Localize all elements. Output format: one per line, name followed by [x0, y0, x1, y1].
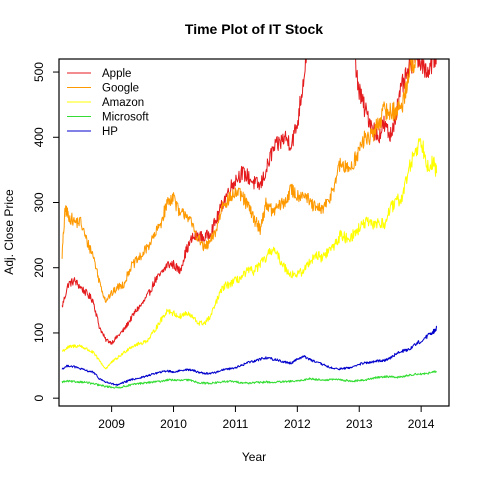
legend-label-microsoft: Microsoft	[102, 112, 149, 124]
y-tick-label-0: 0	[32, 395, 46, 402]
series-line-microsoft	[61, 370, 438, 389]
y-tick-label-500: 500	[32, 62, 46, 82]
x-tick-label-2012: 2012	[284, 417, 311, 431]
series-line-hp	[61, 325, 438, 386]
y-tick-label-400: 400	[32, 127, 46, 147]
x-tick-label-2011: 2011	[223, 417, 249, 431]
series-line-google	[61, 59, 416, 303]
x-axis: 2009 2010 2011 2012 2013 2014	[98, 406, 435, 431]
series-line-apple	[61, 59, 437, 345]
legend-label-apple: Apple	[102, 68, 131, 80]
legend: Apple Google Amazon Microsoft HP	[67, 68, 149, 138]
x-tick-label-2013: 2013	[346, 417, 373, 431]
legend-label-google: Google	[102, 83, 139, 95]
y-axis: 0 100 200 300 400 500	[32, 62, 59, 402]
plot-frame	[58, 58, 450, 407]
x-tick-label-2010: 2010	[160, 417, 187, 431]
legend-label-amazon: Amazon	[102, 97, 144, 109]
legend-label-hp: HP	[102, 126, 118, 138]
y-tick-label-100: 100	[32, 323, 46, 343]
y-tick-label-300: 300	[32, 192, 46, 212]
y-tick-label-200: 200	[32, 257, 46, 277]
series-line-amazon	[61, 137, 438, 370]
chart-title: Time Plot of IT Stock	[185, 21, 323, 37]
x-axis-title: Year	[242, 450, 266, 464]
x-tick-label-2014: 2014	[408, 417, 435, 431]
x-tick-label-2009: 2009	[98, 417, 125, 431]
series-layer	[61, 59, 438, 389]
y-axis-title: Adj. Close Price	[2, 189, 16, 275]
